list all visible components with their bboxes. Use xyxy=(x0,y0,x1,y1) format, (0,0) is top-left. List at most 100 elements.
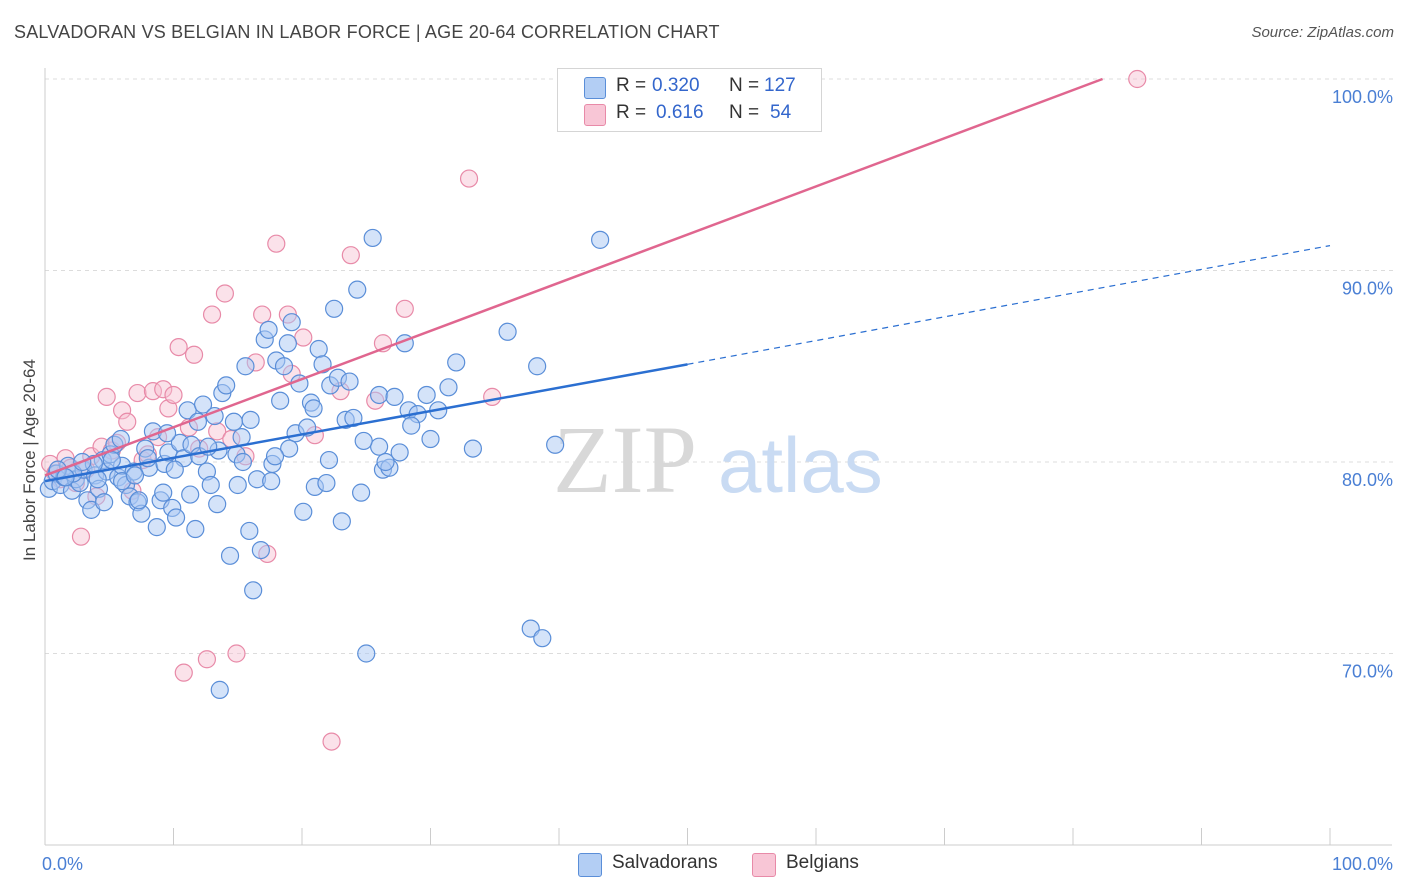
source-note: Source: ZipAtlas.com xyxy=(1251,24,1394,41)
salvadoran-point xyxy=(319,450,339,470)
bottom-legend-swatch-salvadorans xyxy=(578,853,602,877)
salvadoran-point xyxy=(125,466,145,485)
legend-n-value: 127 xyxy=(764,75,796,96)
belgian-trendline xyxy=(44,77,1103,477)
salvadoran-point xyxy=(95,493,114,512)
salvadoran-point xyxy=(370,385,389,405)
salvadoran-point xyxy=(294,502,313,521)
y-tick-label: 100.0% xyxy=(1332,87,1393,107)
salvadoran-point xyxy=(591,230,610,249)
salvadoran-point xyxy=(181,485,200,504)
salvadoran-point xyxy=(447,353,466,372)
salvadoran-point xyxy=(304,399,323,418)
salvadoran-trendline xyxy=(44,363,688,483)
correlation-legend: R = 0.320 N = 127 R = 0.616 N = 54 xyxy=(557,68,822,132)
label-layer: 70.0% 80.0% 90.0% 100.0% 0.0% 100.0% xyxy=(42,87,1393,874)
salvadoran-point xyxy=(129,491,148,510)
salvadoran-point xyxy=(186,519,205,539)
salvadoran-point xyxy=(309,339,328,359)
y-tick-label: 80.0% xyxy=(1342,470,1393,490)
salvadoran-point xyxy=(332,512,351,531)
belgian-point xyxy=(215,284,234,303)
salvadoran-point xyxy=(217,376,236,395)
salvadoran-point xyxy=(390,443,409,462)
salvadoran-point xyxy=(193,395,213,414)
salvadoran-point xyxy=(165,460,184,479)
salvadoran-point xyxy=(463,439,483,458)
x-tick-label-max: 100.0% xyxy=(1332,854,1393,874)
salvadoran-point xyxy=(417,385,436,405)
salvadoran-point xyxy=(317,473,336,493)
salvadoran-point xyxy=(348,280,367,299)
salvadoran-point xyxy=(233,452,252,472)
salvadoran-point xyxy=(274,357,294,376)
salvadoran-point xyxy=(240,521,259,541)
belgian-point xyxy=(227,644,246,663)
belgian-point xyxy=(267,234,286,253)
belgian-point xyxy=(395,299,414,318)
salvadoran-point xyxy=(528,357,547,376)
salvadoran-point xyxy=(236,357,255,376)
belgian-point xyxy=(118,412,137,431)
belgian-point xyxy=(294,328,313,347)
salvadoran-point xyxy=(344,408,363,428)
salvadoran-point xyxy=(208,495,227,514)
legend-n-label: N = xyxy=(729,102,760,123)
belgian-point xyxy=(322,732,341,751)
salvadoran-trendline-extension xyxy=(687,245,1331,365)
salvadoran-point xyxy=(147,518,166,537)
y-tick-label: 90.0% xyxy=(1342,279,1393,299)
salvadoran-point xyxy=(262,472,281,491)
belgian-point xyxy=(1128,69,1147,89)
salvadoran-point xyxy=(224,412,243,431)
salvadoran-point xyxy=(533,629,552,648)
belgian-point xyxy=(483,387,502,406)
y-tick-label: 70.0% xyxy=(1342,662,1393,682)
legend-n-value: 54 xyxy=(770,102,792,123)
salvadoran-point xyxy=(357,644,376,663)
salvadoran-point xyxy=(278,334,297,353)
salvadoran-point xyxy=(259,320,278,339)
salvadoran-point xyxy=(102,450,121,470)
salvadoran-point xyxy=(282,313,301,332)
watermark-zip: ZIP xyxy=(553,406,697,513)
salvadoran-point xyxy=(166,508,186,527)
salvadoran-point xyxy=(363,228,382,248)
legend-swatch-belgians xyxy=(584,104,606,126)
legend-r-label: R = xyxy=(616,102,647,123)
belgian-point xyxy=(169,338,188,357)
belgian-point xyxy=(174,663,193,682)
salvadoran-point xyxy=(265,447,285,466)
y-axis-label: In Labor Force | Age 20-64 xyxy=(20,359,39,561)
legend-swatch-salvadorans xyxy=(584,77,606,99)
belgian-point xyxy=(159,399,178,418)
salvadoran-point xyxy=(325,299,344,318)
salvadoran-point xyxy=(546,435,565,454)
x-tick-label-min: 0.0% xyxy=(42,854,83,874)
bottom-legend-swatch-belgians xyxy=(752,853,776,877)
belgian-point xyxy=(197,650,217,669)
salvadoran-point xyxy=(251,540,270,560)
salvadoran-point xyxy=(352,483,371,502)
salvadoran-point xyxy=(498,322,517,341)
belgian-point xyxy=(164,385,183,405)
salvadoran-point xyxy=(370,437,389,456)
salvadoran-point xyxy=(376,452,395,472)
watermark: ZIP atlas xyxy=(553,406,883,513)
belgian-point xyxy=(202,305,222,324)
salvadoran-point xyxy=(220,546,240,565)
salvadoran-point xyxy=(271,391,290,410)
legend-r-value: 0.320 xyxy=(652,75,700,96)
salvadoran-point xyxy=(340,372,359,391)
belgian-point xyxy=(341,246,360,265)
belgian-point xyxy=(71,527,91,546)
legend-r-label: R = xyxy=(616,75,647,96)
watermark-atlas: atlas xyxy=(718,421,883,509)
salvadoran-point xyxy=(228,475,247,495)
belgian-point xyxy=(128,383,147,403)
bottom-legend-label: Belgians xyxy=(786,852,859,873)
belgian-point xyxy=(97,387,116,406)
belgian-point xyxy=(112,401,132,420)
belgian-point xyxy=(184,345,204,364)
